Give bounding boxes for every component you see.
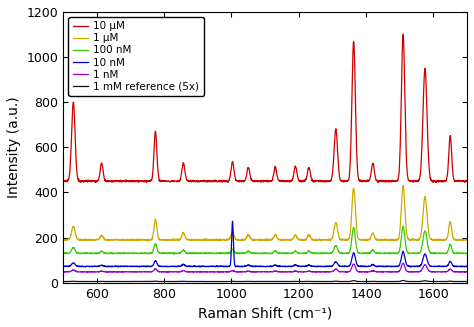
1 mM reference (5x) xyxy=(401,279,406,283)
1 mM reference (5x) xyxy=(464,280,470,284)
10 μM xyxy=(453,179,458,183)
1 μM xyxy=(145,239,150,243)
10 μM xyxy=(379,179,384,183)
10 nM xyxy=(137,265,142,269)
1 μM xyxy=(257,238,263,242)
1 mM reference (5x) xyxy=(453,280,458,284)
1 mM reference (5x) xyxy=(257,280,263,284)
1 μM xyxy=(246,233,252,237)
1 nM xyxy=(379,270,384,274)
100 nM xyxy=(453,251,458,255)
100 nM xyxy=(379,251,384,255)
10 μM xyxy=(401,32,406,36)
100 nM xyxy=(246,250,252,253)
1 nM xyxy=(246,269,252,273)
100 nM xyxy=(81,251,87,255)
1 nM xyxy=(453,270,458,274)
10 nM xyxy=(379,265,384,268)
10 nM xyxy=(81,265,87,268)
1 nM xyxy=(60,270,66,274)
10 nM xyxy=(453,264,458,268)
10 μM xyxy=(144,181,149,184)
10 μM xyxy=(60,179,66,182)
100 nM xyxy=(400,224,406,228)
10 nM xyxy=(464,265,470,268)
1 mM reference (5x) xyxy=(93,280,99,284)
100 nM xyxy=(172,252,177,256)
Line: 1 nM: 1 nM xyxy=(63,263,467,272)
10 μM xyxy=(81,180,87,183)
1 μM xyxy=(464,238,470,242)
Line: 1 mM reference (5x): 1 mM reference (5x) xyxy=(63,281,467,282)
1 μM xyxy=(453,237,458,241)
Line: 10 μM: 10 μM xyxy=(63,34,467,182)
1 μM xyxy=(453,238,458,242)
Line: 100 nM: 100 nM xyxy=(63,226,467,254)
10 μM xyxy=(464,179,470,182)
10 nM xyxy=(257,265,263,269)
1 μM xyxy=(81,238,87,242)
1 mM reference (5x) xyxy=(379,280,384,284)
Line: 1 μM: 1 μM xyxy=(63,185,467,241)
10 nM xyxy=(246,263,252,267)
Legend: 10 μM, 1 μM, 100 nM, 10 nM, 1 nM, 1 mM reference (5x): 10 μM, 1 μM, 100 nM, 10 nM, 1 nM, 1 mM r… xyxy=(68,17,204,96)
10 nM xyxy=(453,265,458,268)
1 nM xyxy=(401,261,406,265)
1 nM xyxy=(84,270,90,274)
10 μM xyxy=(246,168,252,172)
1 nM xyxy=(81,270,87,274)
1 mM reference (5x) xyxy=(81,280,87,284)
1 mM reference (5x) xyxy=(453,280,458,284)
Line: 10 nM: 10 nM xyxy=(63,221,467,267)
10 nM xyxy=(60,265,66,268)
1 nM xyxy=(453,270,458,274)
1 nM xyxy=(464,270,470,274)
100 nM xyxy=(257,251,263,255)
X-axis label: Raman Shift (cm⁻¹): Raman Shift (cm⁻¹) xyxy=(198,306,332,320)
1 μM xyxy=(60,237,66,241)
10 μM xyxy=(257,179,263,183)
Y-axis label: Intensity (a.u.): Intensity (a.u.) xyxy=(7,96,21,198)
10 μM xyxy=(453,179,458,182)
1 mM reference (5x) xyxy=(60,280,66,284)
1 μM xyxy=(379,238,384,242)
1 μM xyxy=(400,183,406,187)
100 nM xyxy=(60,251,66,255)
100 nM xyxy=(453,251,458,255)
10 nM xyxy=(230,219,236,223)
1 nM xyxy=(257,270,263,274)
1 mM reference (5x) xyxy=(246,280,252,284)
100 nM xyxy=(464,251,470,255)
